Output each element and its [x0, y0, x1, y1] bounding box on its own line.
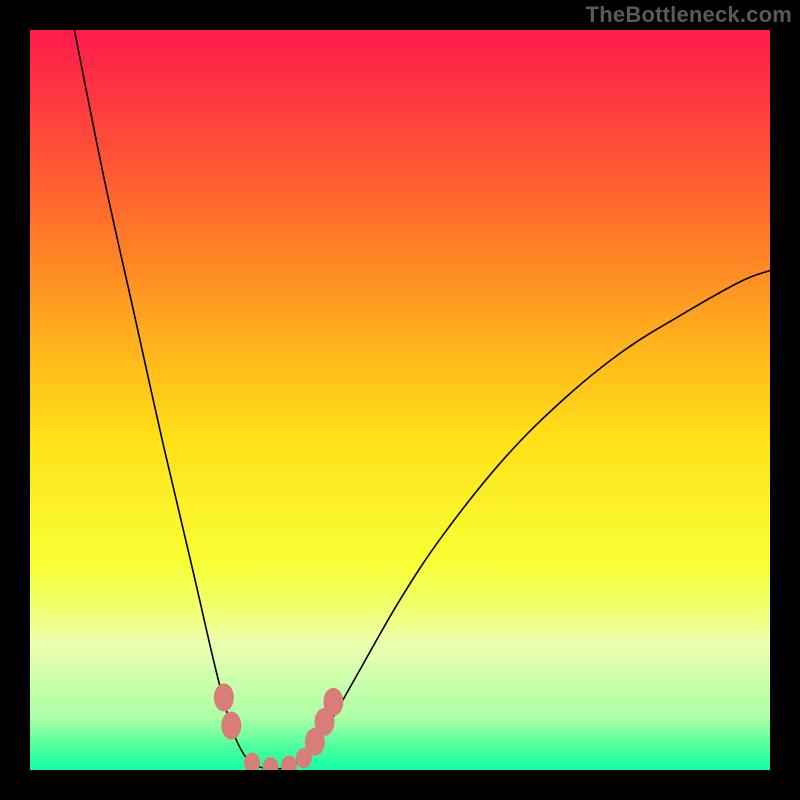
curve-layer	[30, 30, 770, 770]
marker-left-0	[214, 683, 234, 711]
marker-right-2	[323, 688, 343, 716]
marker-bottom-1	[263, 757, 279, 770]
marker-left-1	[221, 712, 241, 740]
chart-canvas: TheBottleneck.com	[0, 0, 800, 800]
bottleneck-curve	[74, 30, 770, 769]
marker-bottom-0	[244, 753, 260, 770]
marker-bottom-2	[281, 756, 297, 770]
plot-area	[30, 30, 770, 770]
watermark-text: TheBottleneck.com	[586, 2, 792, 28]
